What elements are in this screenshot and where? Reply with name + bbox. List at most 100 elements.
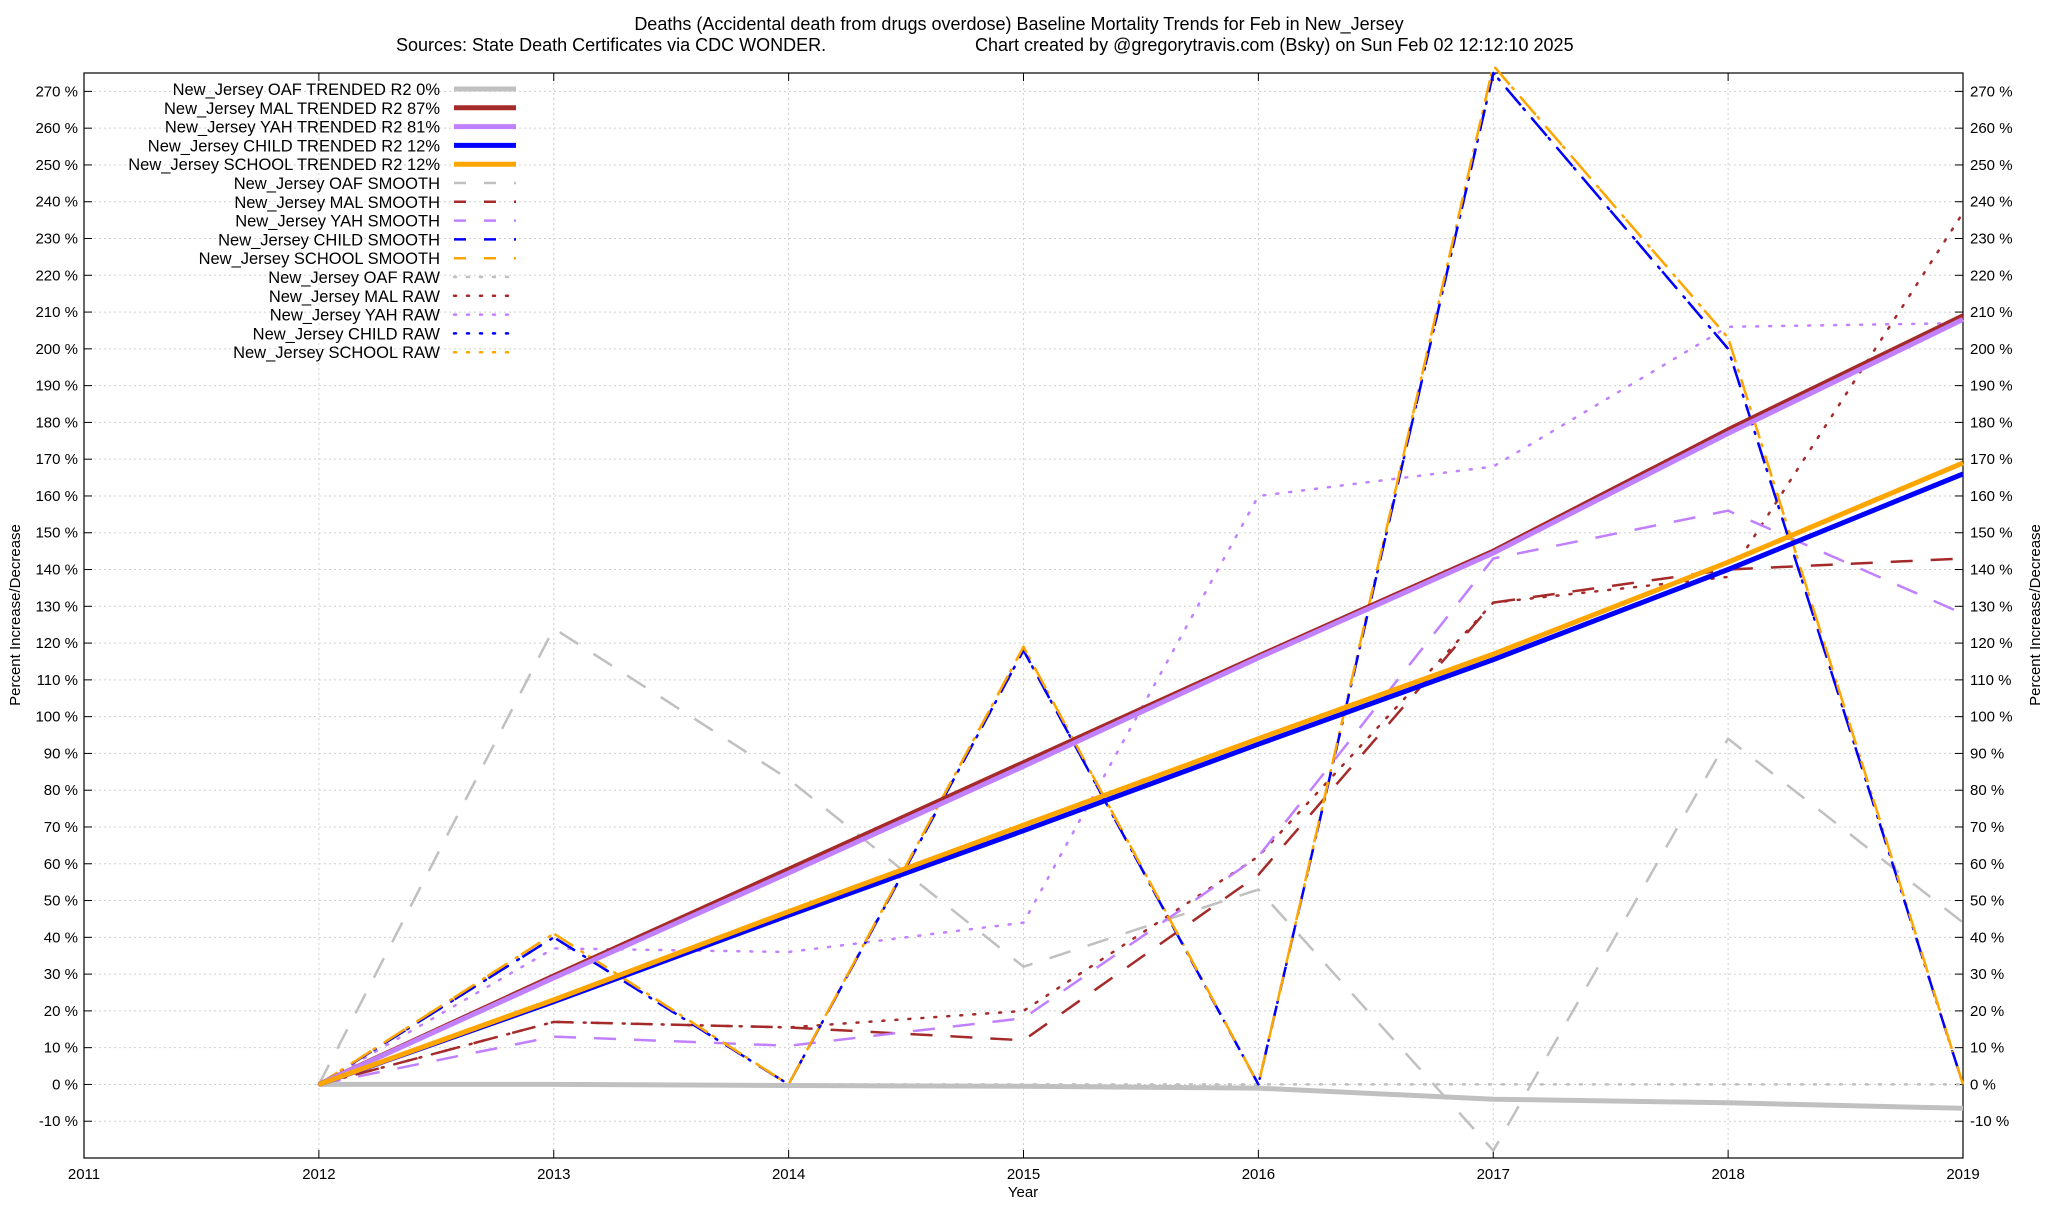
y2-tick-label: -10 % bbox=[1970, 1113, 2009, 1130]
y2-tick-label: 200 % bbox=[1970, 341, 2013, 358]
y2-tick-label: 40 % bbox=[1970, 929, 2004, 946]
y-tick-label: 30 % bbox=[44, 966, 78, 983]
legend-label-5: New_Jersey OAF SMOOTH bbox=[234, 175, 440, 193]
legend-label-7: New_Jersey YAH SMOOTH bbox=[235, 213, 440, 231]
legend-label-14: New_Jersey SCHOOL RAW bbox=[233, 344, 440, 362]
x-tick-label: 2013 bbox=[537, 1166, 570, 1183]
x-tick-label: 2017 bbox=[1477, 1166, 1510, 1183]
y-tick-label: 10 % bbox=[44, 1040, 78, 1057]
y-tick-label: 170 % bbox=[35, 451, 78, 468]
legend-label-1: New_Jersey MAL TRENDED R2 87% bbox=[164, 100, 440, 118]
chart-subtitle-credit: Chart created by @gregorytravis.com (Bsk… bbox=[975, 35, 1574, 55]
y-tick-label: 0 % bbox=[52, 1076, 78, 1093]
y-tick-label: 190 % bbox=[35, 378, 78, 395]
y-tick-label: 20 % bbox=[44, 1003, 78, 1020]
x-tick-label: 2019 bbox=[1946, 1166, 1979, 1183]
legend-label-4: New_Jersey SCHOOL TRENDED R2 12% bbox=[128, 156, 440, 174]
y-tick-label: 50 % bbox=[44, 893, 78, 910]
y-tick-label: 100 % bbox=[35, 709, 78, 726]
legend-label-6: New_Jersey MAL SMOOTH bbox=[234, 194, 440, 212]
grid bbox=[83, 73, 1964, 1158]
y2-tick-label: 10 % bbox=[1970, 1040, 2004, 1057]
y2-tick-label: 50 % bbox=[1970, 893, 2004, 910]
series-line-6 bbox=[318, 557, 1964, 1086]
y-tick-label: 240 % bbox=[35, 194, 78, 211]
y2-tick-label: 80 % bbox=[1970, 782, 2004, 799]
legend-label-11: New_Jersey MAL RAW bbox=[269, 288, 441, 306]
y-tick-label: 140 % bbox=[35, 562, 78, 579]
series-line-7 bbox=[318, 509, 1964, 1086]
series-line-0 bbox=[318, 1081, 1964, 1111]
y-tick-label: -10 % bbox=[39, 1113, 78, 1130]
axis-ticks: 2011 2012 2013 2014 2015 2016 2017 2018 2019 -10 … bbox=[35, 73, 2013, 1183]
y-tick-label: 60 % bbox=[44, 856, 78, 873]
y-axis-label: Percent Increase/Decrease bbox=[7, 524, 24, 706]
series-line-5 bbox=[317, 627, 1964, 1152]
chart-subtitle-sources: Sources: State Death Certificates via CD… bbox=[396, 35, 826, 55]
y-tick-label: 160 % bbox=[35, 488, 78, 505]
x-tick-label: 2012 bbox=[302, 1166, 335, 1183]
y-tick-label: 180 % bbox=[35, 414, 78, 431]
y-tick-label: 130 % bbox=[35, 598, 78, 615]
y2-tick-label: 240 % bbox=[1970, 194, 2013, 211]
legend-label-2: New_Jersey YAH TRENDED R2 81% bbox=[165, 119, 440, 137]
y2-tick-label: 190 % bbox=[1970, 378, 2013, 395]
x-tick-label: 2014 bbox=[772, 1166, 805, 1183]
y-tick-label: 120 % bbox=[35, 635, 78, 652]
y2-tick-label: 160 % bbox=[1970, 488, 2013, 505]
y2-tick-label: 180 % bbox=[1970, 414, 2013, 431]
y-tick-label: 80 % bbox=[44, 782, 78, 799]
y2-tick-label: 270 % bbox=[1970, 83, 2013, 100]
y-tick-label: 200 % bbox=[35, 341, 78, 358]
y-tick-label: 150 % bbox=[35, 525, 78, 542]
legend-label-9: New_Jersey SCHOOL SMOOTH bbox=[199, 250, 440, 268]
y-tick-label: 220 % bbox=[35, 267, 78, 284]
y-tick-label: 70 % bbox=[44, 819, 78, 836]
y2-tick-label: 150 % bbox=[1970, 525, 2013, 542]
x-tick-label: 2018 bbox=[1711, 1166, 1744, 1183]
y2-axis-label: Percent Increase/Decrease bbox=[2027, 524, 2044, 706]
y2-tick-label: 220 % bbox=[1970, 267, 2013, 284]
legend-label-13: New_Jersey CHILD RAW bbox=[253, 325, 441, 343]
y2-tick-label: 60 % bbox=[1970, 856, 2004, 873]
y-tick-label: 270 % bbox=[35, 83, 78, 100]
y-tick-label: 40 % bbox=[44, 929, 78, 946]
legend-label-8: New_Jersey CHILD SMOOTH bbox=[218, 231, 440, 249]
y2-tick-label: 210 % bbox=[1970, 304, 2013, 321]
y2-tick-label: 70 % bbox=[1970, 819, 2004, 836]
y2-tick-label: 20 % bbox=[1970, 1003, 2004, 1020]
x-tick-label: 2015 bbox=[1007, 1166, 1040, 1183]
x-tick-label: 2011 bbox=[68, 1166, 100, 1183]
y-tick-label: 90 % bbox=[44, 745, 78, 762]
series-layer bbox=[317, 64, 1965, 1152]
legend-label-10: New_Jersey OAF RAW bbox=[268, 269, 440, 287]
series-line-2 bbox=[317, 317, 1965, 1087]
series-line-1 bbox=[317, 313, 1965, 1087]
y2-tick-label: 120 % bbox=[1970, 635, 2013, 652]
y2-tick-label: 140 % bbox=[1970, 562, 2013, 579]
series-line-11 bbox=[317, 211, 1965, 1086]
y2-tick-label: 250 % bbox=[1970, 157, 2013, 174]
series-line-4 bbox=[318, 460, 1964, 1087]
y2-tick-label: 0 % bbox=[1970, 1076, 1996, 1093]
y-tick-label: 250 % bbox=[35, 157, 78, 174]
y-tick-label: 260 % bbox=[35, 120, 78, 137]
series-line-13 bbox=[317, 71, 1965, 1086]
y2-tick-label: 130 % bbox=[1970, 598, 2013, 615]
x-tick-label: 2016 bbox=[1242, 1166, 1275, 1183]
y-tick-label: 230 % bbox=[35, 231, 78, 248]
series-line-8 bbox=[318, 71, 1965, 1086]
y2-tick-label: 260 % bbox=[1970, 120, 2013, 137]
legend: New_Jersey OAF TRENDED R2 0%New_Jersey M… bbox=[128, 81, 518, 362]
legend-label-12: New_Jersey YAH RAW bbox=[270, 307, 441, 325]
y2-tick-label: 110 % bbox=[1970, 672, 2011, 689]
legend-label-0: New_Jersey OAF TRENDED R2 0% bbox=[173, 81, 441, 99]
y2-tick-label: 100 % bbox=[1970, 709, 2013, 726]
y-tick-label: 210 % bbox=[35, 304, 78, 321]
legend-label-3: New_Jersey CHILD TRENDED R2 12% bbox=[148, 137, 441, 155]
y2-tick-label: 170 % bbox=[1970, 451, 2013, 468]
y2-tick-label: 90 % bbox=[1970, 745, 2004, 762]
y2-tick-label: 30 % bbox=[1970, 966, 2004, 983]
